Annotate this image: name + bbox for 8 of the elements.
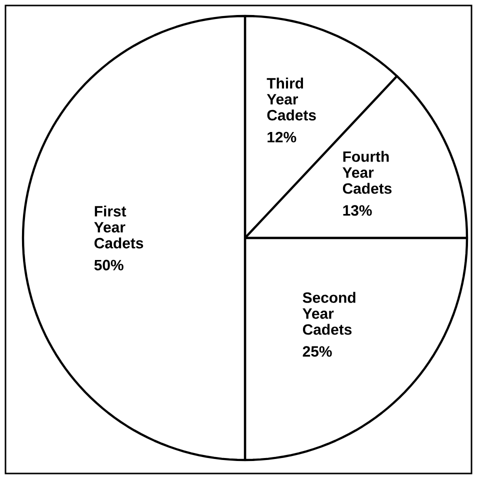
slice-label: Fourth Year Cadets xyxy=(342,150,392,194)
data-label: 12% xyxy=(268,132,296,142)
slice-label: Second Year Cadets xyxy=(302,292,356,335)
slice-label: Third Year Cadets xyxy=(266,78,316,120)
data-label: 25% xyxy=(302,346,332,357)
data-label: 13% xyxy=(343,205,372,216)
data-label: 50% xyxy=(94,260,124,270)
slice-label: First Year Cadets xyxy=(94,206,144,248)
